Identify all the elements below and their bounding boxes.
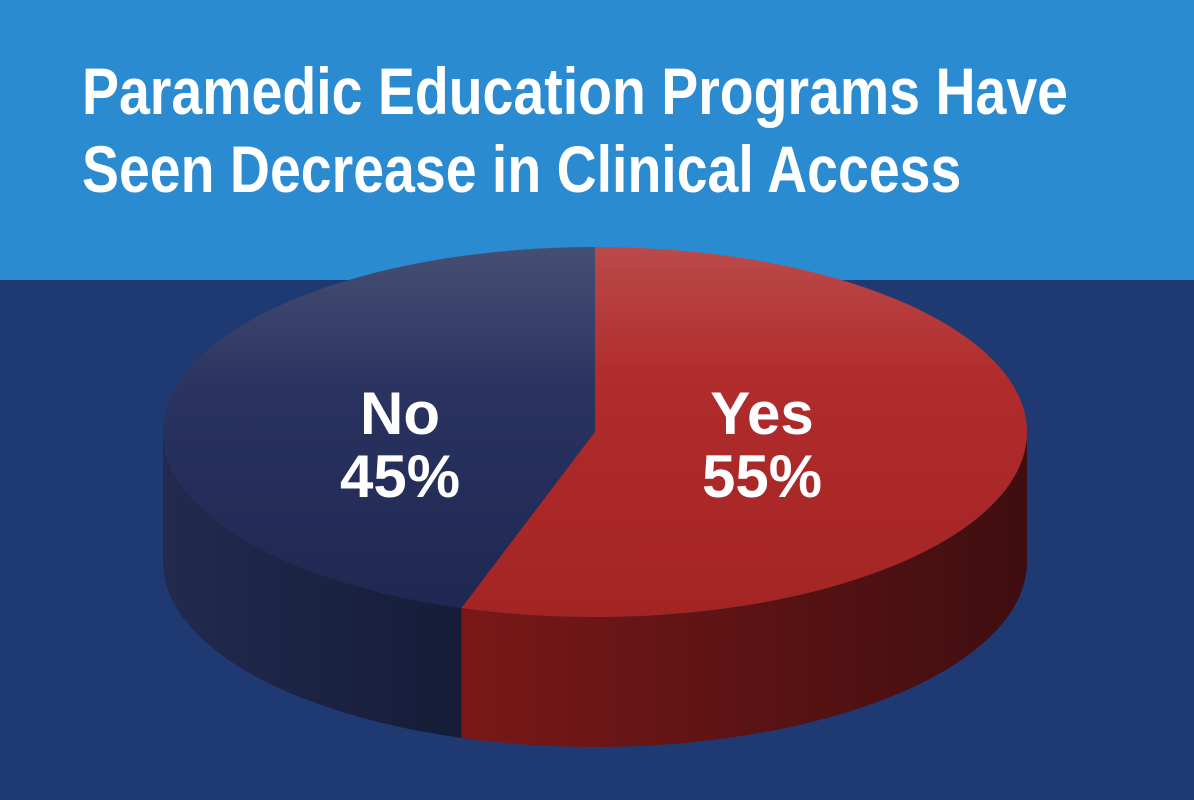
slice-label-no: No xyxy=(360,380,440,447)
title-line-1: Paramedic Education Programs Have xyxy=(82,54,1068,128)
pie-slice-yes xyxy=(461,247,1028,617)
title-line-2: Seen Decrease in Clinical Access xyxy=(82,132,962,206)
slice-value-yes: 55% xyxy=(702,443,822,510)
pie-slice-no xyxy=(163,247,595,608)
slice-value-no: 45% xyxy=(340,443,460,510)
chart-title: Paramedic Education Programs Have Seen D… xyxy=(82,52,1068,208)
slice-label-yes: Yes xyxy=(710,380,813,447)
pie-side-yes xyxy=(461,432,1028,747)
header-band xyxy=(0,0,1194,280)
pie-side-no xyxy=(163,432,462,738)
